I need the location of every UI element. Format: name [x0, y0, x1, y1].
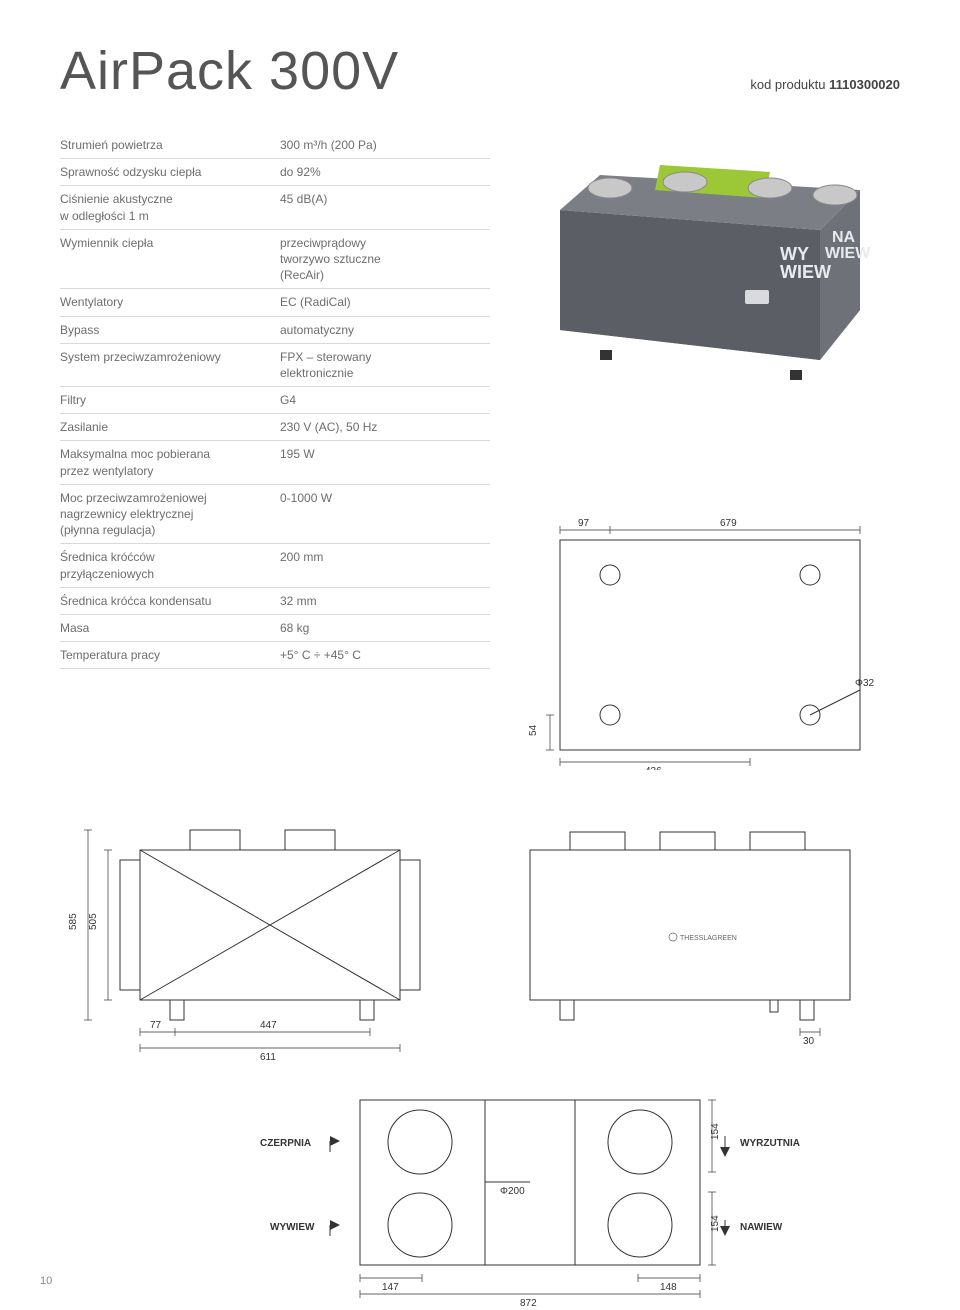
product-image: WY WIEW NA WIEW: [520, 120, 900, 420]
spec-label: Bypass: [60, 316, 280, 343]
dim-147: 147: [382, 1282, 399, 1293]
dim-phi32: Φ32: [855, 678, 875, 689]
spec-row: Moc przeciwzamrożeniowejnagrzewnicy elek…: [60, 484, 490, 544]
dim-77: 77: [150, 1020, 162, 1031]
spec-row: Masa68 kg: [60, 614, 490, 641]
dim-611: 611: [260, 1052, 276, 1060]
product-code: kod produktu 1110300020: [750, 77, 900, 92]
dim-154b: 154: [710, 1215, 721, 1232]
dim-148: 148: [660, 1282, 677, 1293]
spec-row: Średnica króćca kondensatu32 mm: [60, 587, 490, 614]
spec-label: Masa: [60, 614, 280, 641]
spec-label: Średnica króćca kondensatu: [60, 587, 280, 614]
svg-text:WIEW: WIEW: [825, 245, 871, 262]
dim-30: 30: [803, 1036, 815, 1047]
dim-54: 54: [528, 724, 539, 736]
spec-table: Strumień powietrza300 m³/h (200 Pa)Spraw…: [60, 132, 490, 669]
spec-value: 200 mm: [280, 544, 490, 587]
spec-label: Moc przeciwzamrożeniowejnagrzewnicy elek…: [60, 484, 280, 544]
spec-row: FiltryG4: [60, 387, 490, 414]
spec-value: przeciwprądowytworzywo sztuczne(RecAir): [280, 229, 490, 289]
spec-label: System przeciwzamrożeniowy: [60, 343, 280, 386]
spec-value: automatyczny: [280, 316, 490, 343]
svg-text:WIEW: WIEW: [780, 262, 831, 282]
spec-label: Temperatura pracy: [60, 642, 280, 669]
spec-row: Sprawność odzysku ciepłado 92%: [60, 159, 490, 186]
label-nawiew: NAWIEW: [740, 1222, 783, 1233]
dim-447: 447: [260, 1020, 277, 1031]
side-view-left: 585 505 77 447 611: [60, 820, 440, 1060]
side-view-right: THESSLAGREEN 30: [500, 820, 900, 1060]
svg-text:WY: WY: [780, 244, 809, 264]
spec-value: EC (RadiCal): [280, 289, 490, 316]
svg-text:THESSLAGREEN: THESSLAGREEN: [680, 935, 737, 942]
spec-value: 45 dB(A): [280, 186, 490, 229]
spec-row: Temperatura pracy+5° C ÷ +45° C: [60, 642, 490, 669]
spec-row: Zasilanie230 V (AC), 50 Hz: [60, 414, 490, 441]
spec-label: Zasilanie: [60, 414, 280, 441]
spec-value: 230 V (AC), 50 Hz: [280, 414, 490, 441]
label-czerpnia: CZERPNIA: [260, 1138, 311, 1149]
spec-label: Wymiennik ciepła: [60, 229, 280, 289]
spec-row: Bypassautomatyczny: [60, 316, 490, 343]
spec-row: WentylatoryEC (RadiCal): [60, 289, 490, 316]
spec-value: do 92%: [280, 159, 490, 186]
spec-label: Sprawność odzysku ciepła: [60, 159, 280, 186]
top-view-diagram: 97 679 Φ32 54 436: [500, 510, 920, 770]
spec-row: Wymiennik ciepłaprzeciwprądowytworzywo s…: [60, 229, 490, 289]
title-row: AirPack 300V kod produktu 1110300020: [60, 40, 900, 102]
dim-436: 436: [645, 766, 662, 770]
dim-505: 505: [88, 913, 99, 930]
spec-value: FPX – sterowanyelektronicznie: [280, 343, 490, 386]
spec-row: Średnica króćcówprzyłączeniowych200 mm: [60, 544, 490, 587]
spec-label: Maksymalna moc pobieranaprzez wentylator…: [60, 441, 280, 484]
spec-value: 195 W: [280, 441, 490, 484]
dim-phi200: Φ200: [500, 1186, 525, 1197]
connection-view: CZERPNIA WYRZUTNIA WYWIEW NAWIEW 154 154…: [60, 1080, 900, 1310]
dim-97: 97: [578, 518, 590, 529]
kod-prefix: kod produktu: [750, 77, 829, 92]
spec-row: System przeciwzamrożeniowyFPX – sterowan…: [60, 343, 490, 386]
spec-value: +5° C ÷ +45° C: [280, 642, 490, 669]
spec-row: Maksymalna moc pobieranaprzez wentylator…: [60, 441, 490, 484]
page-title: AirPack 300V: [60, 40, 399, 102]
spec-label: Ciśnienie akustycznew odległości 1 m: [60, 186, 280, 229]
label-wywiew: WYWIEW: [270, 1222, 315, 1233]
kod-value: 1110300020: [829, 77, 900, 92]
page-number: 10: [40, 1275, 52, 1287]
spec-value: 0-1000 W: [280, 484, 490, 544]
spec-value: 32 mm: [280, 587, 490, 614]
svg-text:NA: NA: [832, 229, 856, 246]
dim-872: 872: [520, 1298, 537, 1309]
spec-label: Średnica króćcówprzyłączeniowych: [60, 544, 280, 587]
label-wyrzutnia: WYRZUTNIA: [740, 1138, 800, 1149]
spec-label: Wentylatory: [60, 289, 280, 316]
spec-value: G4: [280, 387, 490, 414]
spec-row: Ciśnienie akustycznew odległości 1 m45 d…: [60, 186, 490, 229]
dim-154a: 154: [710, 1123, 721, 1140]
spec-row: Strumień powietrza300 m³/h (200 Pa): [60, 132, 490, 159]
spec-value: 68 kg: [280, 614, 490, 641]
spec-value: 300 m³/h (200 Pa): [280, 132, 490, 159]
spec-label: Filtry: [60, 387, 280, 414]
dim-585: 585: [68, 913, 79, 930]
spec-label: Strumień powietrza: [60, 132, 280, 159]
dim-679: 679: [720, 518, 737, 529]
